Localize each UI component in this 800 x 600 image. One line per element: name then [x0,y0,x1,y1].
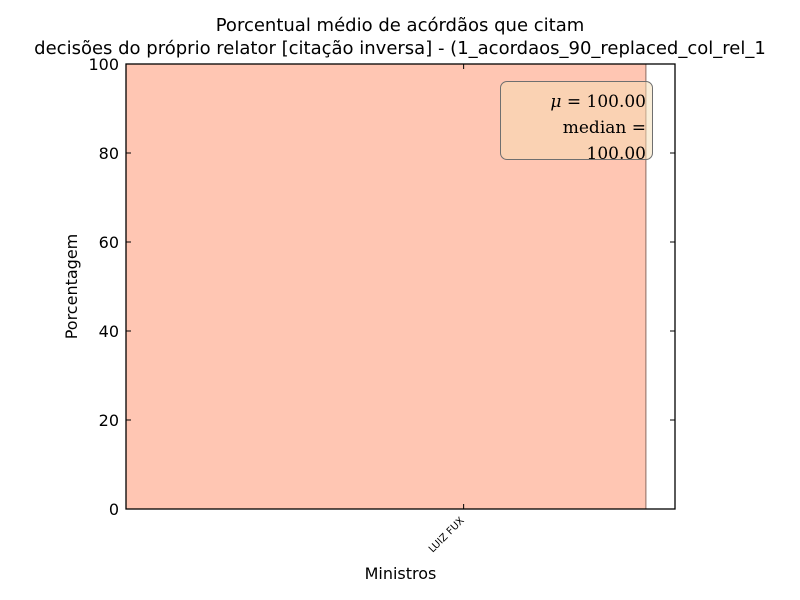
mean-stat: μ = 100.00 [550,92,646,112]
x-tick-label: LUIZ FUX [427,515,467,555]
mu-symbol: μ [550,92,562,112]
median-label: median [562,118,627,138]
y-tick-label: 100 [88,55,119,74]
y-tick-label: 20 [99,411,119,430]
median-value: 100.00 [586,144,646,164]
chart-subtitle: decisões do próprio relator [citação inv… [34,38,766,59]
stats-box: μ = 100.00 median = 100.00 [500,81,653,164]
y-tick-label: 0 [109,500,119,519]
median-stat: median = 100.00 [562,118,646,164]
y-tick-label: 80 [99,144,119,163]
mean-value: 100.00 [586,92,646,112]
x-axis-label: Ministros [365,564,437,583]
y-tick-label: 60 [99,233,119,252]
chart-title: Porcentual médio de acórdãos que citam [215,15,585,36]
y-axis-label: Porcentagem [62,234,81,340]
y-tick-label: 40 [99,322,119,341]
axes-frame [125,63,676,510]
